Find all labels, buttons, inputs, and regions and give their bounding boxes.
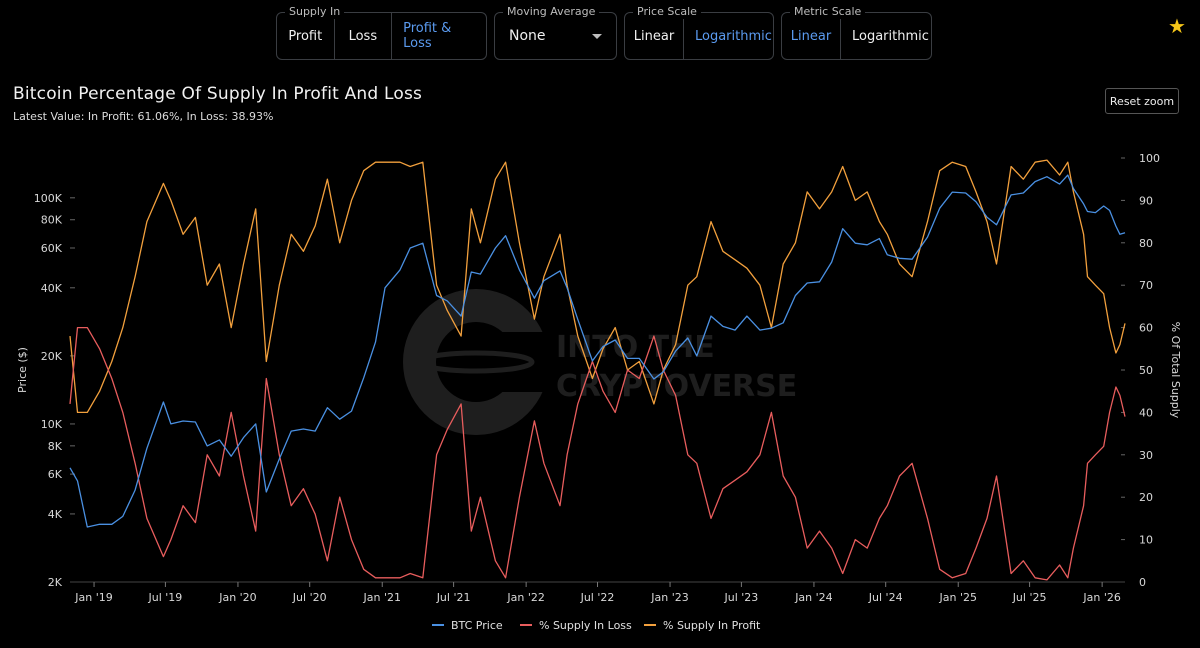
legend-label: % Supply In Loss	[539, 619, 632, 632]
right-tick-label: 90	[1139, 194, 1153, 207]
metric-scale-linear-option[interactable]: Linear	[782, 13, 841, 59]
moving-average-value: None	[509, 28, 546, 44]
x-tick-label: Jul '23	[724, 591, 759, 604]
x-tick-label: Jan '26	[1082, 591, 1120, 604]
price-scale-linear-option[interactable]: Linear	[625, 13, 684, 59]
x-tick-label: Jul '19	[148, 591, 183, 604]
left-tick-label: 20K	[41, 350, 63, 363]
price-scale-logarithmic-option[interactable]: Logarithmic	[695, 28, 772, 44]
supply-in-profit-loss-option[interactable]: Profit & Loss	[403, 21, 452, 51]
left-tick-label: 100K	[34, 192, 63, 205]
axes: 2K 4K 6K 8K 10K 20K 40K 60K 80K 100K 0 10 20 30 40 50 60…	[16, 152, 1182, 604]
right-tick-label: 80	[1139, 237, 1153, 250]
x-tick-label: Jan '24	[794, 591, 832, 604]
right-tick-label: 20	[1139, 491, 1153, 504]
left-tick-label: 8K	[48, 440, 63, 453]
price-scale-label: Price Scale	[633, 5, 701, 19]
watermark-logo-cut	[476, 332, 556, 392]
moving-average-label: Moving Average	[503, 5, 600, 19]
legend: BTC Price % Supply In Loss % Supply In Pro…	[432, 619, 761, 632]
x-tick-label: Jul '25	[1012, 591, 1047, 604]
metric-scale-control: Metric Scale Linear Logarithmic	[781, 5, 932, 60]
supply-in-label: Supply In	[285, 5, 345, 19]
x-tick-label: Jan '23	[650, 591, 688, 604]
legend-label: BTC Price	[451, 619, 503, 632]
left-tick-label: 6K	[48, 468, 63, 481]
x-tick-label: Jul '24	[868, 591, 903, 604]
right-tick-label: 10	[1139, 534, 1153, 547]
x-tick-label: Jan '20	[218, 591, 256, 604]
watermark-logo-hole	[436, 322, 516, 402]
left-tick-label: 80K	[41, 214, 63, 227]
favorite-star-icon[interactable]: ★	[1168, 14, 1186, 38]
watermark-logo-orbit	[417, 350, 535, 374]
series-line-supply-in-profit	[69, 159, 1126, 414]
watermark: INTO THE CRYPTOVERSE	[403, 289, 797, 435]
left-tick-label: 40K	[41, 282, 63, 295]
right-tick-label: 50	[1139, 364, 1153, 377]
right-tick-label: 40	[1139, 406, 1153, 419]
left-tick-label: 10K	[41, 418, 63, 431]
right-tick-label: 100	[1139, 152, 1160, 165]
right-axis-title: % Of Total Supply	[1169, 322, 1182, 419]
x-tick-label: Jan '19	[74, 591, 112, 604]
left-axis-title: Price ($)	[16, 347, 29, 393]
series-lines	[69, 159, 1126, 581]
metric-scale-label: Metric Scale	[790, 5, 866, 19]
price-scale-control: Price Scale Linear Logarithmic	[624, 5, 774, 60]
reset-zoom-button[interactable]: Reset zoom	[1105, 88, 1179, 114]
watermark-text-1: INTO THE	[556, 330, 715, 365]
supply-in-loss-option[interactable]: Loss	[335, 13, 393, 59]
supply-in-control: Supply In Profit Loss Profit & Loss	[276, 5, 487, 60]
series-line-supply-in-loss	[69, 326, 1126, 581]
x-tick-label: Jul '20	[292, 591, 327, 604]
supply-in-profit-option[interactable]: Profit	[277, 13, 335, 59]
x-tick-label: Jul '22	[580, 591, 615, 604]
left-tick-label: 4K	[48, 508, 63, 521]
x-tick-label: Jan '22	[506, 591, 544, 604]
series-line-btc-price	[69, 174, 1126, 528]
left-tick-label: 60K	[41, 242, 63, 255]
x-tick-label: Jan '25	[938, 591, 976, 604]
caret-down-icon	[592, 33, 602, 39]
watermark-text-2: CRYPTOVERSE	[556, 369, 797, 404]
right-tick-label: 0	[1139, 576, 1146, 589]
moving-average-control[interactable]: Moving Average None	[494, 5, 617, 60]
chart-title: Bitcoin Percentage Of Supply In Profit A…	[13, 84, 423, 104]
legend-label: % Supply In Profit	[663, 619, 761, 632]
right-tick-label: 60	[1139, 322, 1153, 335]
watermark-logo-ring	[403, 289, 549, 435]
right-tick-label: 30	[1139, 449, 1153, 462]
x-tick-label: Jan '21	[362, 591, 400, 604]
moving-average-select[interactable]: None	[495, 13, 616, 59]
metric-scale-logarithmic-option[interactable]: Logarithmic	[852, 28, 929, 44]
x-tick-label: Jul '21	[436, 591, 471, 604]
chart-subtitle: Latest Value: In Profit: 61.06%, In Loss…	[13, 110, 274, 123]
left-tick-label: 2K	[48, 576, 63, 589]
right-tick-label: 70	[1139, 279, 1153, 292]
